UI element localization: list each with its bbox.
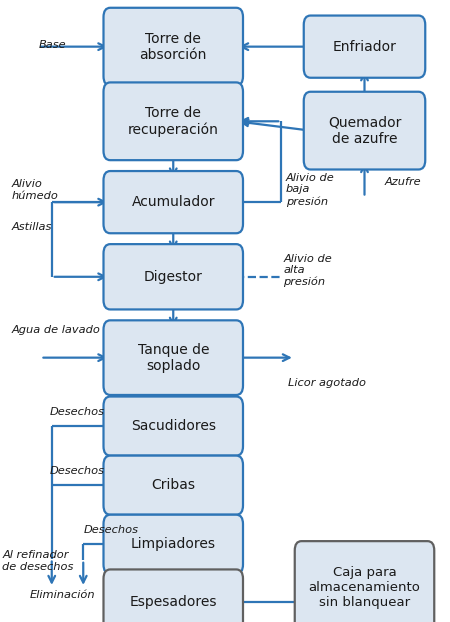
Text: Base: Base [38,40,66,50]
FancyBboxPatch shape [104,397,243,455]
Text: Torre de
recuperación: Torre de recuperación [128,106,219,137]
Text: Desechos: Desechos [50,466,104,476]
Text: Espesadores: Espesadores [130,595,217,609]
Text: Acumulador: Acumulador [131,195,215,209]
FancyBboxPatch shape [104,455,243,515]
FancyBboxPatch shape [104,320,243,395]
FancyBboxPatch shape [104,570,243,622]
Text: Torre de
absorción: Torre de absorción [140,32,207,62]
Text: Desechos: Desechos [83,525,138,535]
FancyBboxPatch shape [104,515,243,573]
Text: Azufre: Azufre [384,177,421,187]
Text: Astillas: Astillas [11,222,52,232]
Text: Limpiadores: Limpiadores [131,537,216,551]
Text: Tanque de
soplado: Tanque de soplado [138,343,209,373]
FancyBboxPatch shape [304,16,425,78]
Text: Quemador
de azufre: Quemador de azufre [328,116,401,146]
Text: Agua de lavado: Agua de lavado [11,325,100,335]
Text: Licor agotado: Licor agotado [288,378,366,388]
FancyBboxPatch shape [104,244,243,309]
Text: Alivio de
alta
presión: Alivio de alta presión [284,254,332,287]
Text: Digestor: Digestor [144,270,202,284]
FancyBboxPatch shape [104,82,243,160]
Text: Alivio de
baja
presión: Alivio de baja presión [286,173,334,207]
FancyBboxPatch shape [104,7,243,85]
FancyBboxPatch shape [295,541,434,622]
Text: Enfriador: Enfriador [333,40,396,53]
Text: Sacudidores: Sacudidores [131,419,216,433]
Text: Al refinador
de desechos: Al refinador de desechos [2,550,74,572]
Text: Desechos: Desechos [50,407,104,417]
Text: Alivio
húmedo: Alivio húmedo [11,179,58,200]
Text: Cribas: Cribas [151,478,195,492]
FancyBboxPatch shape [304,91,425,169]
Text: Eliminación: Eliminación [29,590,95,600]
Text: Caja para
almacenamiento
sin blanquear: Caja para almacenamiento sin blanquear [309,566,420,610]
FancyBboxPatch shape [104,171,243,233]
